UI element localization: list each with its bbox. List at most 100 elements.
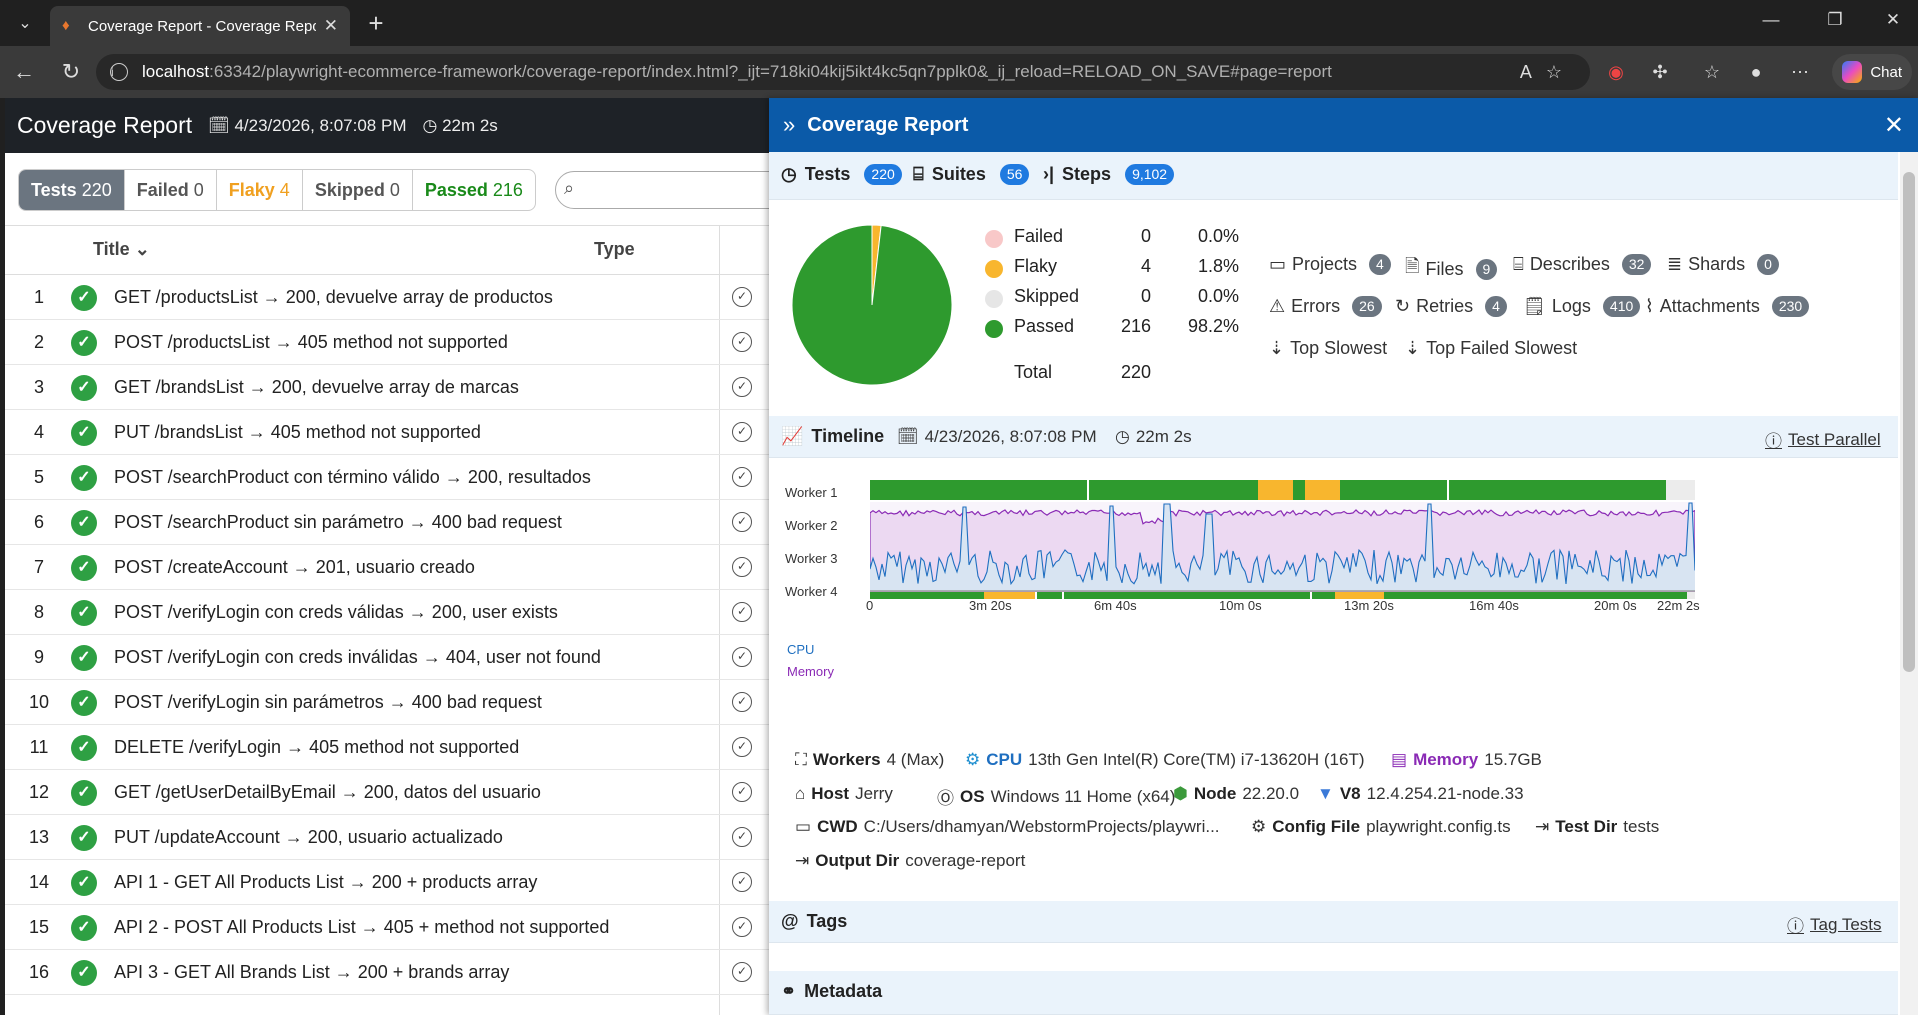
filter-skipped[interactable]: Skipped 0 <box>303 170 413 210</box>
legend-label-failed[interactable]: Failed <box>1014 226 1064 246</box>
tests-count[interactable]: ◷ Tests 220 <box>781 164 902 185</box>
profile-avatar-icon[interactable]: ● <box>1750 62 1762 82</box>
flaky-segment[interactable] <box>1257 480 1293 500</box>
table-row[interactable]: 14 ✓ API 1 - GET All Products List → 200 +… <box>5 860 770 905</box>
table-row[interactable]: 9 ✓ POST /verifyLogin con creds inválidas … <box>5 635 770 680</box>
table-row[interactable]: 7 ✓ POST /createAccount → 201, usuario cre… <box>5 545 770 590</box>
test-title[interactable]: POST /createAccount → 201, usuario cread… <box>114 557 475 577</box>
read-aloud-favorite-icons[interactable]: A☆ <box>1519 61 1576 82</box>
filter-failed[interactable]: Failed 0 <box>125 170 217 210</box>
title-column-header[interactable]: Title ⌄ <box>93 239 150 259</box>
table-row[interactable]: 13 ✓ PUT /updateAccount → 200, usuario act… <box>5 815 770 860</box>
passed-check-icon: ✓ <box>71 510 97 536</box>
minimize-icon[interactable]: — <box>1762 10 1780 29</box>
test-title[interactable]: API 1 - GET All Products List → 200 + pr… <box>114 872 538 892</box>
legend-label-flaky[interactable]: Flaky <box>1014 256 1058 276</box>
test-title[interactable]: PUT /brandsList → 405 method not support… <box>114 422 481 442</box>
browser-tab[interactable]: ♦ Coverage Report - Coverage Report ✕ <box>50 6 350 46</box>
retries-link[interactable]: ↻ Retries 4 <box>1395 296 1507 317</box>
test-parallel-link[interactable]: ⓘ Test Parallel <box>1765 429 1881 452</box>
logs-link[interactable]: 🗒 Logs 410 <box>1523 296 1641 317</box>
table-row[interactable]: 1 ✓ GET /productsList → 200, devuelve arra… <box>5 275 770 320</box>
url-field[interactable]: i localhost:63342/playwright-ecommerce-f… <box>96 54 1590 90</box>
filter-tests[interactable]: Tests 220 <box>19 170 125 210</box>
errors-icon: ⚠ <box>1269 296 1286 316</box>
back-arrow-icon[interactable]: ← <box>13 59 35 84</box>
test-title[interactable]: GET /brandsList → 200, devuelve array de… <box>114 377 519 397</box>
legend-label-skipped[interactable]: Skipped <box>1014 286 1080 306</box>
steps-count[interactable]: ›| Steps 9,102 <box>1043 164 1175 185</box>
table-row[interactable]: 5 ✓ POST /searchProduct con término válido… <box>5 455 770 500</box>
filter-passed[interactable]: Passed 216 <box>424 180 523 200</box>
test-title[interactable]: POST /verifyLogin con creds válidas → 20… <box>114 602 558 622</box>
close-window-icon[interactable]: ✕ <box>1885 10 1901 29</box>
axis-tick-label: 20m 0s <box>1594 598 1637 613</box>
table-row[interactable]: 4 ✓ PUT /brandsList → 405 method not suppo… <box>5 410 770 455</box>
maximize-icon[interactable]: ❐ <box>1827 10 1843 29</box>
search-input[interactable]: ⌕ <box>555 171 795 209</box>
tag-tests-link[interactable]: ⓘ Tag Tests <box>1787 914 1882 937</box>
new-tab-plus-icon[interactable]: + <box>368 8 384 38</box>
table-row[interactable]: 2 ✓ POST /productsList → 405 method not su… <box>5 320 770 365</box>
table-row[interactable]: 3 ✓ GET /brandsList → 200, devuelve array … <box>5 365 770 410</box>
test-title[interactable]: DELETE /verifyLogin → 405 method not sup… <box>114 737 520 757</box>
metadata-label[interactable]: ⚭ Metadata <box>781 981 883 1001</box>
test-title[interactable]: PUT /updateAccount → 200, usuario actual… <box>114 827 503 847</box>
table-row[interactable]: 6 ✓ POST /searchProduct sin parámetro → 40… <box>5 500 770 545</box>
tags-label[interactable]: @ Tags <box>781 911 848 931</box>
cpu-area <box>870 503 1695 591</box>
address-bar-row: ← ↻ i localhost:63342/playwright-ecommer… <box>0 46 1918 98</box>
shards-link[interactable]: ≣ Shards 0 <box>1667 254 1779 275</box>
test-title[interactable]: POST /verifyLogin sin parámetros → 400 b… <box>114 692 542 712</box>
extensions-puzzle-icon[interactable]: ✣ <box>1652 62 1668 82</box>
more-menu-icon[interactable]: ⋯ <box>1791 62 1809 82</box>
reload-icon[interactable]: ↻ <box>61 59 81 84</box>
row-number: 4 <box>33 422 44 442</box>
errors-link[interactable]: ⚠ Errors 26 <box>1269 296 1382 317</box>
suites-count[interactable]: ⌸ Suites 56 <box>913 164 1030 185</box>
filter-flaky[interactable]: Flaky 4 <box>217 170 303 210</box>
table-row[interactable]: 16 ✓ API 3 - GET All Brands List → 200 + b… <box>5 950 770 995</box>
worker-bar[interactable] <box>870 480 1667 500</box>
row-number: 12 <box>28 782 50 802</box>
worker-label: Worker 1 <box>785 485 838 500</box>
files-link[interactable]: 🗎 Files 9 <box>1405 254 1498 284</box>
test-title[interactable]: GET /productsList → 200, devuelve array … <box>114 287 553 307</box>
site-info-icon[interactable]: i <box>110 63 128 81</box>
type-column-header[interactable]: Type <box>594 239 635 259</box>
table-row[interactable]: 11 ✓ DELETE /verifyLogin → 405 method not … <box>5 725 770 770</box>
test-title[interactable]: POST /productsList → 405 method not supp… <box>114 332 508 352</box>
legend-label-passed[interactable]: Passed <box>1014 316 1075 336</box>
projects-link[interactable]: ▭ Projects 4 <box>1269 254 1391 275</box>
test-title[interactable]: API 3 - GET All Brands List → 200 + bran… <box>114 962 510 982</box>
drawer-scrollbar[interactable] <box>1900 152 1918 1015</box>
test-type-icon: ✓ <box>732 512 752 532</box>
scrollbar-thumb[interactable] <box>1903 172 1915 672</box>
describes-link[interactable]: ⌸ Describes 32 <box>1513 254 1652 275</box>
attachments-link[interactable]: ⌇ Attachments 230 <box>1645 296 1810 317</box>
tab-list-chevron-icon[interactable]: ⌄ <box>18 15 32 32</box>
table-row[interactable]: 15 ✓ API 2 - POST All Products List → 405 … <box>5 905 770 950</box>
close-drawer-icon[interactable]: ✕ <box>1883 111 1904 139</box>
table-row[interactable]: 12 ✓ GET /getUserDetailByEmail → 200, dato… <box>5 770 770 815</box>
test-title[interactable]: API 2 - POST All Products List → 405 + m… <box>114 917 610 937</box>
close-tab-icon[interactable]: ✕ <box>323 16 338 35</box>
test-type-icon: ✓ <box>732 782 752 802</box>
table-row[interactable]: 10 ✓ POST /verifyLogin sin parámetros → 40… <box>5 680 770 725</box>
test-title[interactable]: POST /searchProduct sin parámetro → 400 … <box>114 512 562 532</box>
top-slowest-link[interactable]: ⇣ Top Slowest <box>1269 338 1388 358</box>
flaky-segment[interactable] <box>1304 480 1341 500</box>
test-title[interactable]: GET /getUserDetailByEmail → 200, datos d… <box>114 782 541 802</box>
test-title[interactable]: POST /verifyLogin con creds inválidas → … <box>114 647 601 667</box>
status-filters: Tests 220 Failed 0 Flaky 4 Skipped 0 Passed 2… <box>18 169 536 211</box>
top-failed-slowest-link[interactable]: ⇣ Top Failed Slowest <box>1405 338 1578 358</box>
timeline-header: 📈 Timeline 🗓 4/23/2026, 8:07:08 PM ◷ 22m… <box>769 416 1898 458</box>
extension-red-icon[interactable]: ◉ <box>1608 62 1624 82</box>
copilot-chat-button[interactable]: Chat <box>1832 54 1912 90</box>
test-title[interactable]: POST /searchProduct con término válido →… <box>114 467 591 487</box>
table-row[interactable]: 8 ✓ POST /verifyLogin con creds válidas → … <box>5 590 770 635</box>
cpu-memory-chart <box>870 502 1695 592</box>
favorites-icon[interactable]: ☆ <box>1703 62 1721 82</box>
collapse-chevrons-icon[interactable]: » <box>783 112 796 137</box>
pie-slice-passed[interactable] <box>791 224 953 386</box>
